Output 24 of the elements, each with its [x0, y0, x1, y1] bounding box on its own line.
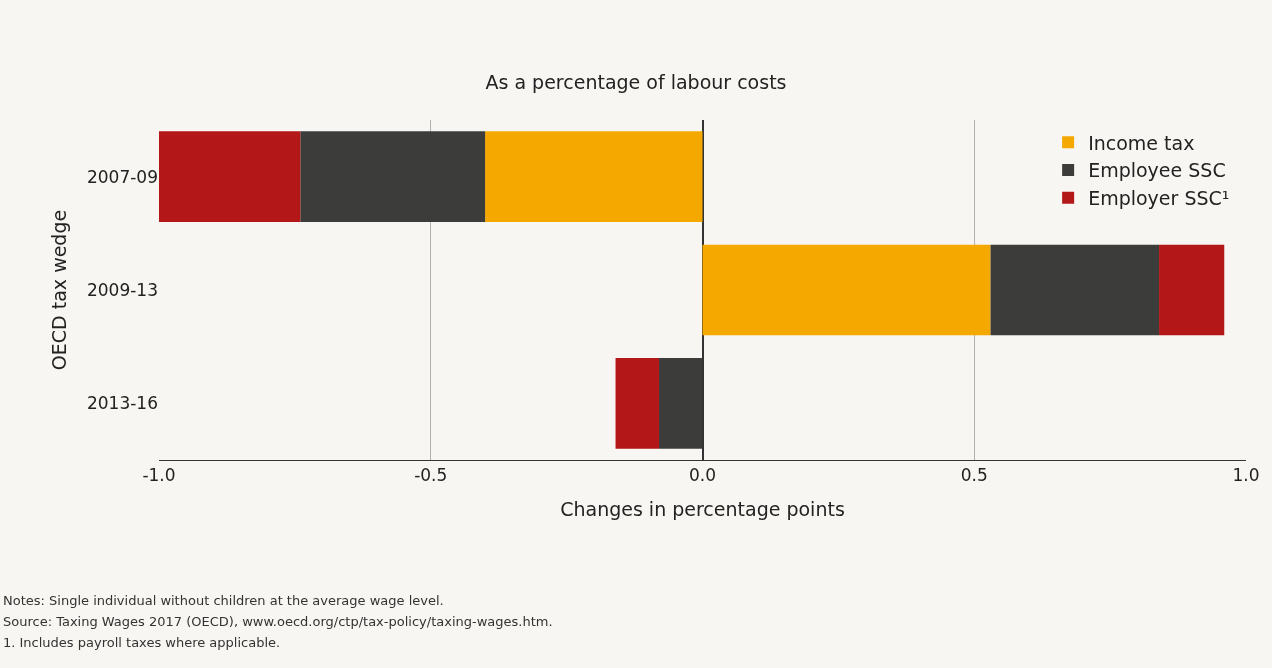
x-tick-label: 0.0 — [688, 465, 717, 486]
bar — [702, 244, 991, 336]
bar — [615, 358, 660, 449]
text: Notes: Single individual without children at the average wage level. — [3, 593, 444, 608]
bar — [1159, 244, 1225, 336]
x-tick-label: -0.5 — [414, 465, 448, 486]
legend-label: Employer SSC¹ — [1088, 187, 1230, 210]
y-tick-label: 2009-13 — [86, 279, 158, 300]
legend-label: Employee SSC — [1088, 159, 1226, 182]
x-tick-label: -1.0 — [142, 465, 176, 486]
chart-title: As a percentage of labour costs — [485, 70, 787, 93]
text: 1. Includes payroll taxes where applicable. — [3, 635, 281, 650]
bar — [485, 131, 703, 222]
bar — [300, 131, 486, 222]
y-tick-label: 2007-09 — [86, 166, 158, 187]
legend-label: Income tax — [1088, 131, 1195, 154]
y-tick-label: 2013-16 — [86, 393, 158, 414]
source-note: Source: Taxing Wages 2017 (OECD), www.oecd.org/ctp/tax-policy/taxing-wages.htm. — [3, 614, 553, 629]
x-tick-label: 1.0 — [1232, 465, 1260, 486]
bar — [990, 244, 1160, 336]
x-axis-title: Changes in percentage points — [560, 498, 845, 521]
bar — [159, 131, 301, 222]
y-axis-title: OECD tax wedge — [47, 209, 70, 371]
x-tick-label: 0.5 — [960, 465, 988, 486]
